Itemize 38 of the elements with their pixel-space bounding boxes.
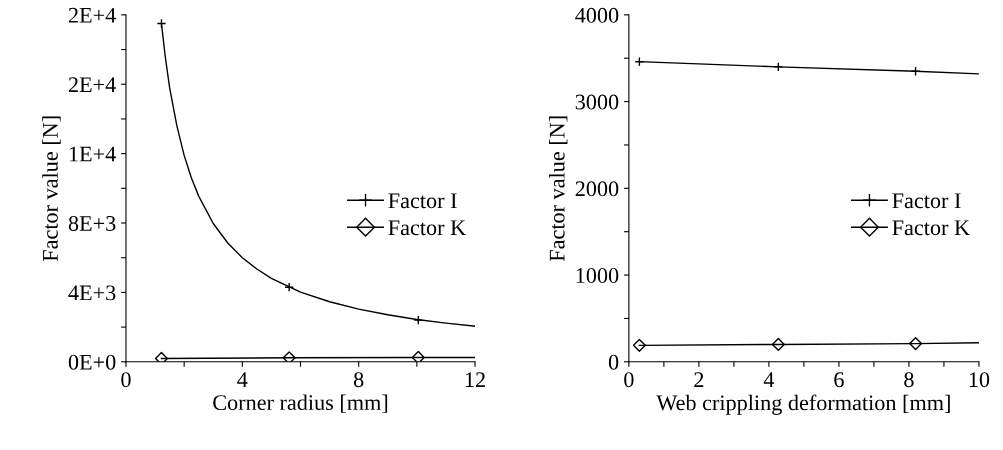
y-tick-label: 3000 xyxy=(575,94,619,110)
point xyxy=(284,282,295,293)
x-tick-label: 6 xyxy=(834,372,844,388)
x-tick-label: 8 xyxy=(353,372,364,388)
y-tick-label: 2E+4 xyxy=(68,7,116,23)
y-tick-label: 0 xyxy=(608,354,619,370)
x-tick-label: 0 xyxy=(121,372,131,388)
x-axis-title: Web crippling deformation [mm] xyxy=(656,394,950,415)
point xyxy=(908,336,923,351)
x-tick-label: 12 xyxy=(465,372,485,387)
legend-label: Factor I xyxy=(892,193,961,209)
legend-label: Factor K xyxy=(892,220,970,236)
point xyxy=(154,351,169,362)
point xyxy=(413,315,424,326)
y-axis-title: Factor value [N] xyxy=(42,116,61,262)
y-tick-label: 2000 xyxy=(575,181,619,197)
x-tick-label: 4 xyxy=(237,372,248,387)
legend-label: Factor K xyxy=(388,220,466,236)
y-tick-label: 0E+0 xyxy=(68,354,116,370)
point xyxy=(773,62,784,72)
legend-label: Factor I xyxy=(388,193,457,209)
y-tick-label: 4000 xyxy=(575,7,619,23)
point xyxy=(771,337,785,352)
x-tick-label: 0 xyxy=(624,372,634,388)
point xyxy=(282,351,296,362)
x-tick-label: 8 xyxy=(904,372,914,388)
y-tick-label: 4E+3 xyxy=(68,285,116,301)
y-axis-title: Factor value [N] xyxy=(549,116,568,262)
y-tick-label: 2E+4 xyxy=(68,77,116,92)
x-axis-title: Corner radius [mm] xyxy=(213,394,388,413)
point xyxy=(632,338,646,352)
point xyxy=(411,350,425,362)
x-tick-label: 2 xyxy=(694,372,704,387)
y-tick-label: 1000 xyxy=(576,267,619,283)
x-tick-label: 10 xyxy=(969,372,990,388)
x-tick-label: 4 xyxy=(763,372,775,387)
y-tick-label: 1E+4 xyxy=(69,146,116,162)
y-tick-label: 8E+3 xyxy=(68,215,116,231)
